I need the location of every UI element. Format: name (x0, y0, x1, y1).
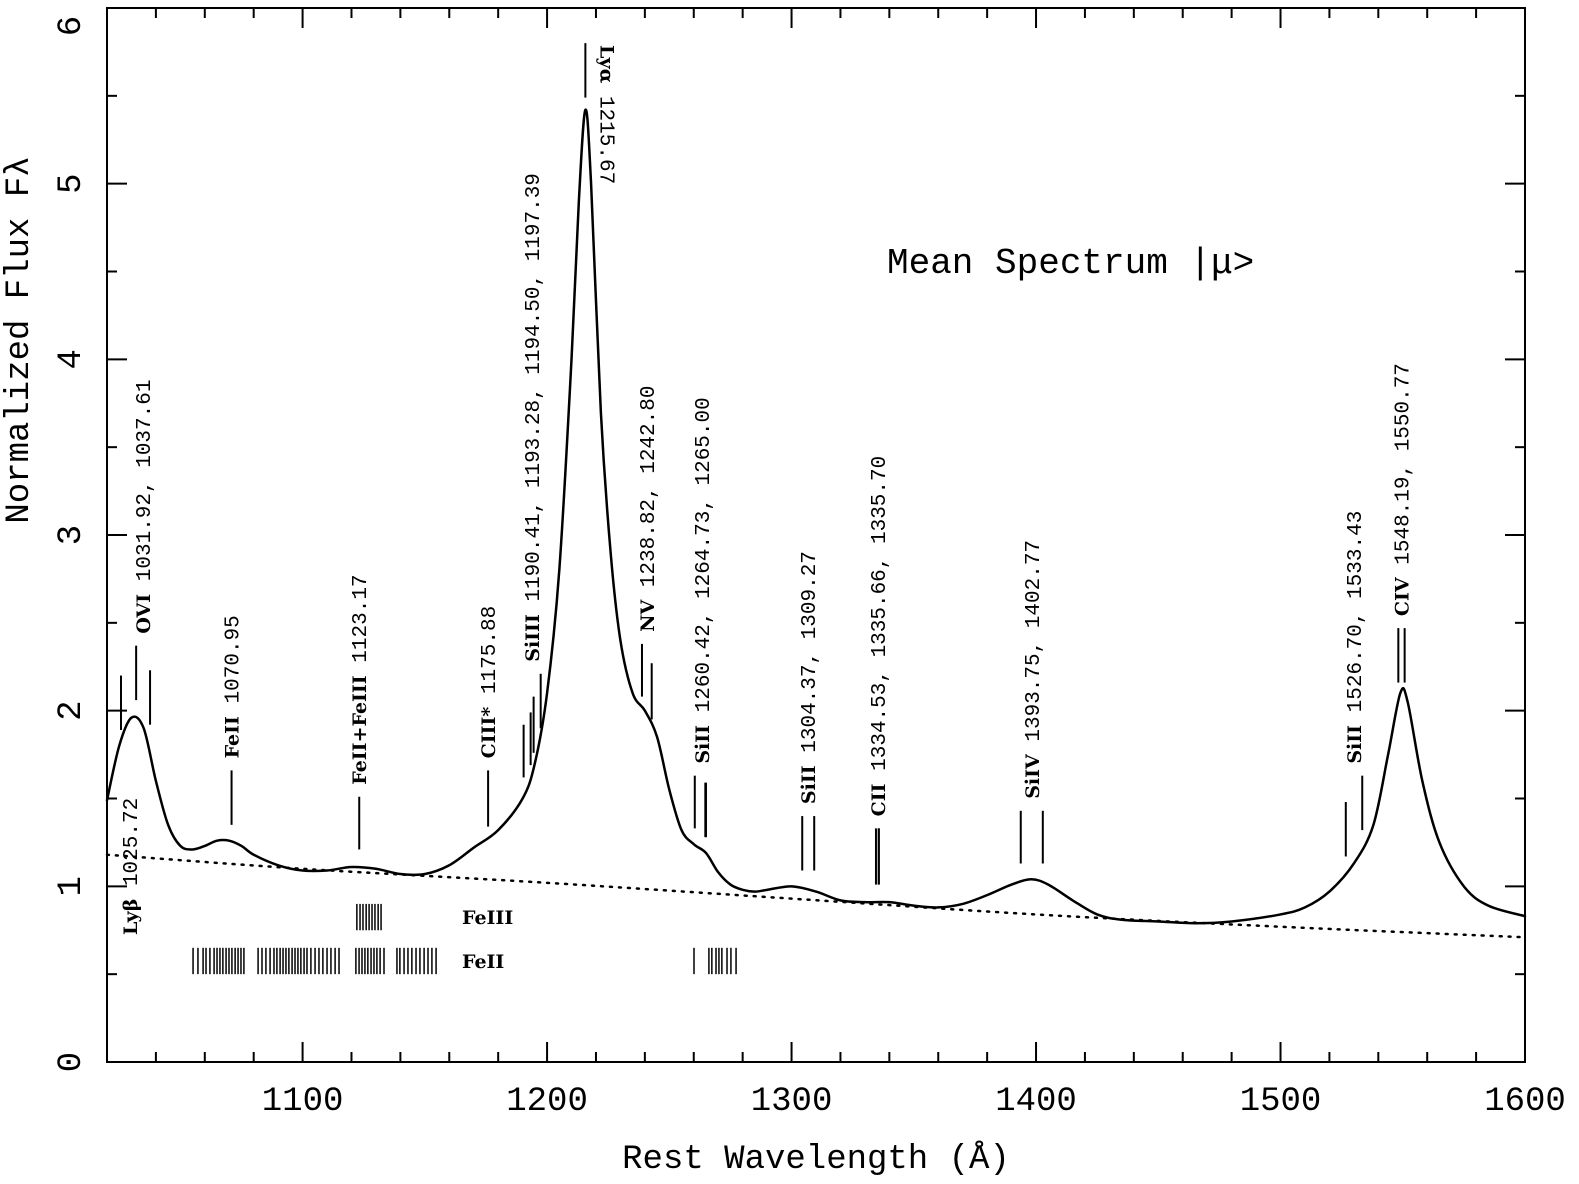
line-label: SiII 1526.70, 1533.43 (1344, 511, 1368, 764)
line-label: OVI 1031.92, 1037.61 (133, 380, 157, 634)
space (350, 663, 373, 676)
ion-name: SiII (798, 765, 820, 804)
space (134, 581, 157, 594)
space (799, 753, 822, 766)
line-label: CIV 1548.19, 1550.77 (1391, 363, 1415, 616)
wavelengths: 1393.75, 1402.77 (1023, 540, 1046, 742)
y-tick-label: 3 (53, 525, 91, 545)
y-axis-label: Normalized Flux Fλ (1, 156, 39, 523)
ion-name: SiII (1344, 725, 1366, 764)
fe-band-label: FeII (462, 951, 504, 973)
space (1345, 712, 1368, 725)
x-tick-label: 1600 (1484, 1083, 1566, 1121)
space (869, 771, 892, 784)
line-label: NV 1238.82, 1242.80 (637, 386, 661, 632)
line-label: FeII+FeIII 1123.17 (349, 574, 373, 784)
line-label: CII 1334.53, 1335.66, 1335.70 (868, 456, 892, 817)
y-tick-label: 6 (53, 16, 91, 36)
wavelengths: 1070.95 (223, 615, 246, 703)
line-label: SiII 1260.42, 1264.73, 1265.00 (692, 397, 716, 763)
y-tick-label: 2 (53, 700, 91, 720)
wavelengths: 1190.41, 1193.28, 1194.50, 1197.39 (523, 173, 546, 601)
x-tick-label: 1400 (995, 1083, 1077, 1121)
wavelengths: 1334.53, 1335.66, 1335.70 (869, 456, 892, 771)
wavelengths: 1526.70, 1533.43 (1345, 511, 1368, 713)
ion-name: CIV (1391, 576, 1413, 616)
x-tick-label: 1200 (506, 1083, 588, 1121)
y-tick-label: 1 (53, 876, 91, 896)
ion-name: SiII (692, 725, 714, 764)
line-label: SiII 1304.37, 1309.27 (798, 551, 822, 804)
ion-name: Lyα (595, 45, 617, 84)
wavelengths: 1304.37, 1309.27 (799, 551, 822, 753)
wavelengths: 1238.82, 1242.80 (638, 386, 661, 588)
wavelengths: 1123.17 (350, 574, 373, 662)
ion-name: FeII (222, 716, 244, 758)
space (479, 694, 502, 707)
ion-name: OVI (133, 594, 155, 634)
ion-name: SiIV (1022, 753, 1044, 799)
ion-name: CII (868, 783, 890, 816)
space (1023, 742, 1046, 755)
wavelengths: 1215.67 (593, 96, 616, 184)
x-tick-label: 1100 (262, 1083, 344, 1121)
line-label: SiIV 1393.75, 1402.77 (1022, 540, 1046, 799)
spectrum-line (105, 108, 1527, 925)
ion-name: CIII* (478, 707, 500, 759)
line-label: CIII* 1175.88 (478, 606, 502, 759)
wavelengths: 1548.19, 1550.77 (1392, 363, 1415, 565)
y-tick-label: 5 (53, 173, 91, 193)
space (638, 587, 661, 600)
line-label: Lyβ 1025.72 (120, 798, 144, 935)
ion-name: SiIII (522, 614, 544, 662)
x-tick-label: 1500 (1240, 1083, 1322, 1121)
space (693, 712, 716, 725)
wavelengths: 1031.92, 1037.61 (134, 380, 157, 582)
wavelengths: 1175.88 (479, 606, 502, 694)
ion-name: NV (637, 599, 659, 632)
continuum-line (105, 853, 1527, 939)
space (593, 83, 616, 96)
wavelengths: 1025.72 (121, 798, 144, 886)
chart-title: Mean Spectrum |μ> (887, 243, 1254, 284)
x-axis-label: Rest Wavelength (Å) (622, 1141, 1010, 1179)
space (223, 703, 246, 716)
wavelengths: 1260.42, 1264.73, 1265.00 (693, 397, 716, 712)
line-label: Lyα 1215.67 (593, 45, 617, 184)
ion-name: FeII+FeIII (349, 675, 371, 785)
y-tick-label: 4 (53, 349, 91, 369)
space (121, 886, 144, 899)
space (523, 602, 546, 615)
line-label: SiIII 1190.41, 1193.28, 1194.50, 1197.39 (522, 173, 546, 662)
space (1392, 565, 1415, 578)
x-tick-label: 1300 (751, 1083, 833, 1121)
ion-name: Lyβ (120, 899, 142, 935)
line-label: FeII 1070.95 (222, 615, 246, 758)
y-tick-label: 0 (53, 1052, 91, 1072)
fe-band-label: FeIII (462, 907, 513, 929)
